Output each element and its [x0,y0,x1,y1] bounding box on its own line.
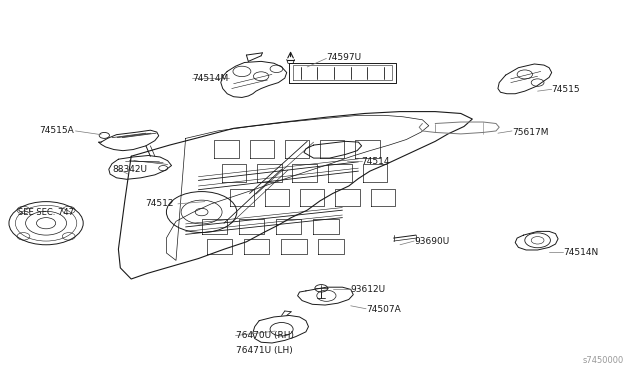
Text: 88342U: 88342U [112,165,147,174]
Text: 93612U: 93612U [351,285,386,294]
Text: 74515A: 74515A [39,126,74,135]
Text: s7450000: s7450000 [583,356,624,365]
Text: 74597U: 74597U [326,53,362,62]
Text: 74507A: 74507A [366,305,401,314]
Text: 76470U (RH): 76470U (RH) [236,331,294,340]
Text: 75617M: 75617M [512,128,548,137]
Text: 74515: 74515 [552,85,580,94]
Text: 76471U (LH): 76471U (LH) [236,346,292,355]
Text: 74514M: 74514M [192,74,228,83]
Text: 74514N: 74514N [563,248,598,257]
Text: 74512: 74512 [145,199,174,208]
Text: SEE SEC. 747: SEE SEC. 747 [18,208,74,217]
Text: 74514: 74514 [362,157,390,166]
Text: 93690U: 93690U [414,237,449,246]
